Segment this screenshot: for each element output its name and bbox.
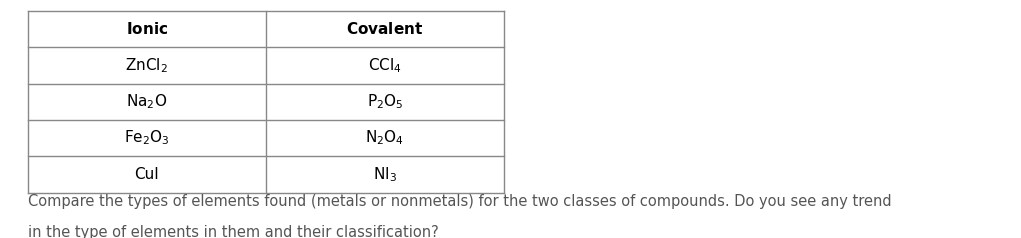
Text: N$_2$O$_4$: N$_2$O$_4$ [366,129,404,148]
Text: $\mathbf{Covalent}$: $\mathbf{Covalent}$ [346,21,424,37]
Text: Compare the types of elements found (metals or nonmetals) for the two classes of: Compare the types of elements found (met… [28,194,891,209]
Text: Na$_2$O: Na$_2$O [127,93,167,111]
Text: Fe$_2$O$_3$: Fe$_2$O$_3$ [124,129,169,148]
Text: $\mathbf{Ionic}$: $\mathbf{Ionic}$ [126,21,167,37]
Text: CuI: CuI [135,167,159,182]
Text: P$_2$O$_5$: P$_2$O$_5$ [367,93,403,111]
Text: NI$_3$: NI$_3$ [373,165,397,184]
Text: ZnCl$_2$: ZnCl$_2$ [126,56,168,75]
Text: in the type of elements in them and their classification?: in the type of elements in them and thei… [28,225,438,238]
Text: CCl$_4$: CCl$_4$ [369,56,402,75]
